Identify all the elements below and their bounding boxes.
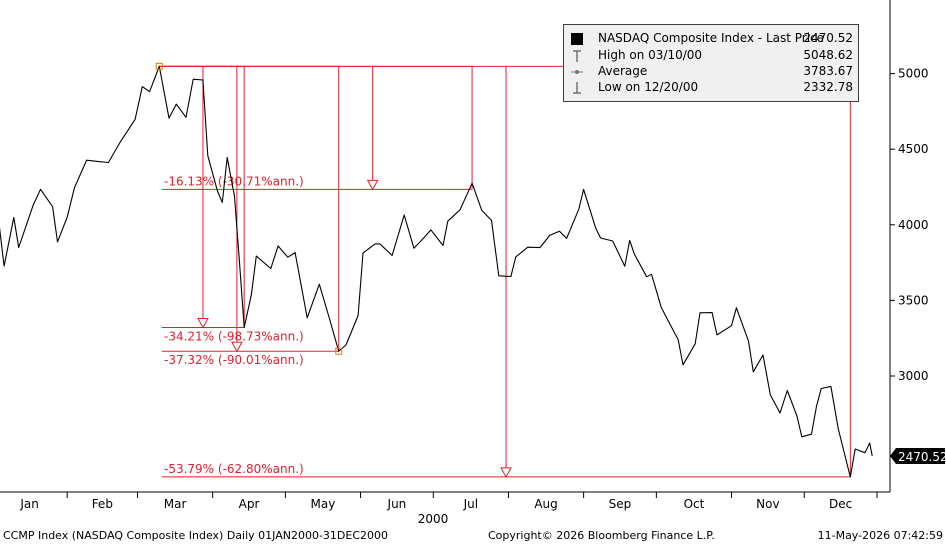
legend-value: 2332.78 [803, 80, 853, 94]
extreme-point-marker [335, 347, 343, 355]
legend-value: 3783.67 [803, 64, 853, 78]
footer-security-info: CCMP Index (NASDAQ Composite Index) Dail… [3, 529, 389, 542]
x-tick-label: Feb [92, 497, 113, 511]
legend-value: 5048.62 [803, 48, 853, 62]
annotation-arrow-head [197, 317, 209, 329]
last-price-tag [890, 447, 945, 464]
legend-row-high: High on 03/10/00 5048.62 [568, 48, 853, 64]
y-tick-label: 3500 [898, 293, 929, 307]
y-tick-label: 4000 [898, 218, 929, 232]
x-tick-label: May [311, 497, 336, 511]
marker-layer [155, 62, 343, 355]
average-marker-icon [571, 70, 583, 74]
annotation-arrow-head [366, 179, 379, 191]
x-tick-label: Oct [684, 497, 705, 511]
filled-square-icon [571, 33, 583, 45]
legend-label: Low on 12/20/00 [598, 80, 699, 94]
footer-timestamp: 11-May-2026 07:42:59 [817, 529, 943, 542]
legend-row-last-price: NASDAQ Composite Index - Last Price 2470… [568, 31, 853, 47]
annotation-arrow-head [231, 341, 243, 353]
x-tick-label: Jun [387, 497, 407, 511]
x-tick-label: Jul [463, 497, 478, 511]
annotation-label: -37.32% (-90.01%ann.) [164, 353, 304, 367]
x-tick-label: Jan [19, 497, 39, 511]
annotation-label: -53.79% (-62.80%ann.) [164, 462, 304, 476]
chart-legend[interactable]: NASDAQ Composite Index - Last Price 2470… [563, 24, 859, 102]
legend-label: High on 03/10/00 [598, 48, 703, 62]
x-tick-label: Aug [534, 497, 557, 511]
annotation-label: -16.13% (-30.71%ann.) [164, 174, 304, 188]
legend-value: 2470.52 [803, 31, 853, 45]
annotation-layer: -16.13% (-30.71%ann.) -34.21% (-98.73%ann… [159, 65, 851, 478]
x-tick-label: Sep [609, 497, 632, 511]
x-tick-label: Dec [829, 497, 852, 511]
series-layer [0, 65, 873, 478]
high-marker-icon [573, 50, 581, 62]
price-line [0, 65, 873, 478]
legend-label: NASDAQ Composite Index - Last Price [598, 31, 825, 45]
y-tick-label: 5000 [898, 67, 929, 81]
legend-label: Average [598, 64, 648, 78]
low-marker-icon [573, 82, 581, 94]
legend-row-low: Low on 12/20/00 2332.78 [568, 80, 853, 96]
annotation-arrow-head [500, 467, 512, 478]
legend-row-average: Average 3783.67 [568, 64, 853, 80]
axes-layer: 3000 3500 4000 4500 5000 Jan Feb Mar Apr May Jun Ju… [0, 0, 946, 526]
x-tick-label: Apr [239, 497, 260, 511]
y-tick-label: 4500 [898, 142, 929, 156]
last-price-label: 2470.52 [898, 450, 946, 464]
footer-copyright: Copyright© 2026 Bloomberg Finance L.P. [488, 529, 715, 542]
x-tick-label: Nov [756, 497, 779, 511]
extreme-point-marker [155, 62, 163, 70]
x-tick-label: Mar [164, 497, 187, 511]
annotation-label: -34.21% (-98.73%ann.) [164, 329, 304, 343]
x-axis-label: 2000 [418, 512, 449, 526]
y-tick-label: 3000 [898, 369, 929, 383]
